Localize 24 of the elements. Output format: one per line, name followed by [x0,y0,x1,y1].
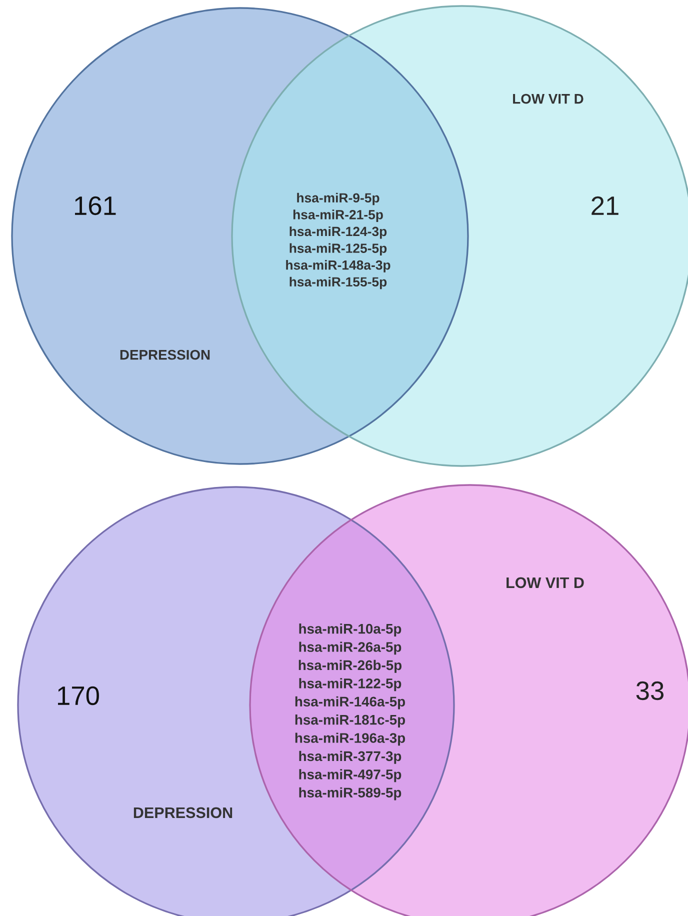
text: hsa-miR-181c-5p [295,714,406,728]
category-label: LOW VIT D [506,577,584,588]
category-label: LOW VIT D [513,94,584,104]
text: hsa-miR-148a-3p [286,260,390,272]
text: hsa-miR-26b-5p [298,660,402,673]
data-label: 161 [75,196,116,216]
data-label: 21 [592,196,618,215]
data-label: 33 [636,681,664,700]
text: hsa-miR-124-3p [290,226,387,239]
text: hsa-miR-26a-5p [299,642,402,655]
text: hsa-miR-377-3p [299,750,402,764]
text: hsa-miR-146a-5p [295,696,406,710]
text: hsa-miR-21-5p [293,210,383,222]
category-label: DEPRESSION [120,350,210,360]
text: hsa-miR-10a-5p [299,624,402,636]
text: hsa-miR-196a-3p [295,732,406,746]
text: hsa-miR-589-5p [299,787,402,800]
text: hsa-miR-122-5p [299,678,402,692]
text: hsa-miR-497-5p [299,769,402,782]
category-label: DEPRESSION [134,807,232,818]
text: hsa-miR-9-5p [297,192,380,206]
text: hsa-miR-125-5p [290,243,387,256]
text: hsa-miR-155-5p [290,276,387,290]
data-label: 170 [58,686,99,706]
